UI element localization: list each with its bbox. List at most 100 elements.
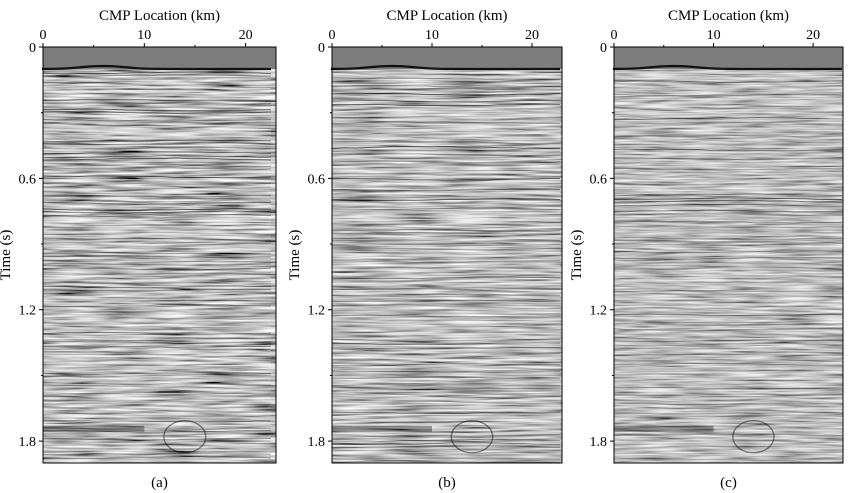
reflector [331,239,561,243]
reflector [42,423,272,427]
x-axis-title: CMP Location (km) [99,8,220,24]
reflector [613,148,843,152]
reflector [613,152,843,156]
reflector [613,397,843,401]
reflector [42,349,272,353]
reflector [42,402,272,405]
reflector [331,260,561,263]
panel-caption: (c) [720,475,737,491]
reflector [331,317,561,321]
reflector [331,135,561,139]
reflector [331,296,561,300]
reflector [613,451,843,455]
reflector [613,453,843,457]
panel-caption: (b) [438,475,456,491]
reflector [331,418,561,422]
reflector [331,141,561,145]
reflector [331,457,561,461]
reflector [42,108,272,112]
reflector [613,203,843,207]
reflector [331,354,561,358]
reflector [331,185,560,188]
reflector [42,434,272,438]
reflector [613,386,843,390]
reflector [613,419,843,423]
reflector [613,293,843,297]
panel-frame [42,46,277,464]
reflector [613,270,843,274]
reflector [613,310,843,313]
reflector [331,373,561,377]
x-axis-title: CMP Location (km) [386,8,507,24]
x-tick-label: 20 [239,28,253,43]
reflector [331,71,561,75]
deep-reflector [43,425,145,432]
reflector [613,394,843,398]
reflector [42,365,272,368]
reflector [613,171,843,175]
reflector [331,416,561,419]
reflector [42,157,272,161]
reflector [613,277,843,280]
reflector [43,98,272,102]
seafloor-reflector [330,64,560,71]
reflector [613,130,843,134]
reflector [42,304,272,307]
reflector [613,427,842,430]
reflector [613,287,843,290]
reflector [42,243,272,247]
reflector [42,419,272,423]
reflector [331,276,561,280]
deep-reflector [614,425,714,432]
reflector [331,342,561,346]
reflector [42,453,272,456]
reflector [331,112,561,116]
reflector [613,323,843,326]
reflector [331,365,561,369]
reflector [613,144,843,148]
x-tick-label: 10 [707,28,721,43]
reflector [331,218,561,222]
reflector [331,379,561,383]
panel-frame [613,46,844,464]
reflector [42,292,272,296]
y-tick-label: 0.6 [590,172,608,187]
reflector [42,210,272,214]
reflector [331,293,560,297]
reflector [42,190,271,193]
reflector [331,180,561,184]
reflector [613,243,843,246]
reflector [42,102,272,105]
x-tick-label: 0 [40,28,47,43]
reflector [331,103,561,107]
reflector [613,358,843,362]
reflector [42,391,272,395]
reflector [331,408,561,412]
reflector [42,383,272,386]
seismic-reflections [614,69,843,463]
reflector [331,149,561,153]
reflector [42,314,271,318]
reflector [613,134,843,138]
reflector [331,280,560,284]
panel-a: 0 10 20 CMP Location (km) 0 0.6 1.2 1.8 Time (s)… [0,8,277,491]
reflector [331,404,561,408]
reflector [42,300,272,304]
reflector [613,319,843,323]
reflector [613,279,843,283]
reflector [42,115,272,118]
reflector [42,248,272,252]
reflector [613,88,843,92]
seafloor-reflector [612,64,842,71]
reflector [613,415,843,418]
reflector [613,447,843,451]
reflector [42,111,272,114]
y-tick-label: 1.2 [19,304,37,319]
reflector [331,172,561,176]
reflector [613,80,843,83]
reflector [42,259,271,263]
reflector [613,437,843,440]
reflector [42,241,271,244]
reflector [42,226,272,230]
reflector [613,193,843,197]
